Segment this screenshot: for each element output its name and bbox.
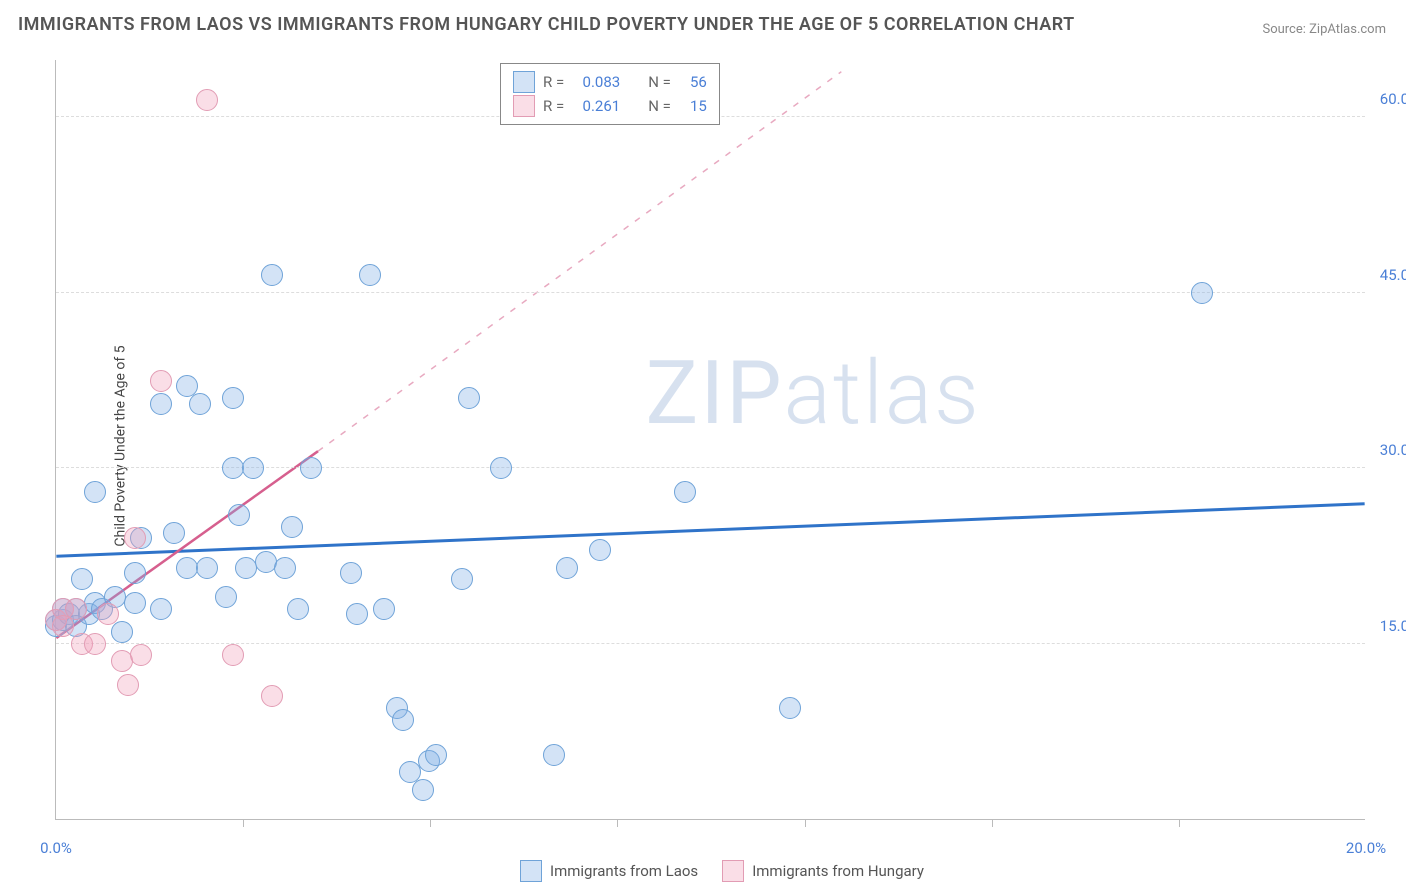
- data-point: [222, 644, 244, 666]
- data-point: [543, 744, 565, 766]
- data-point: [196, 557, 218, 579]
- data-point: [228, 504, 250, 526]
- data-point: [392, 709, 414, 731]
- trend-lines: [56, 60, 1365, 819]
- data-point: [124, 592, 146, 614]
- data-point: [674, 481, 696, 503]
- data-point: [150, 393, 172, 415]
- data-point: [65, 598, 87, 620]
- legend-swatch: [722, 860, 744, 882]
- legend-row: R = 0.083 N = 56: [513, 70, 707, 94]
- data-point: [300, 457, 322, 479]
- data-point: [458, 387, 480, 409]
- legend-r-value: 0.083: [572, 70, 620, 94]
- data-point: [189, 393, 211, 415]
- y-tick-label: 30.0%: [1380, 441, 1406, 459]
- data-point: [163, 522, 185, 544]
- gridline-h: [56, 643, 1365, 644]
- data-point: [281, 516, 303, 538]
- source-attribution: Source: ZipAtlas.com: [1262, 22, 1386, 37]
- legend-r-label: R =: [543, 70, 564, 94]
- y-tick-label: 60.0%: [1380, 90, 1406, 108]
- data-point: [490, 457, 512, 479]
- x-tick: [1179, 819, 1180, 827]
- data-point: [1191, 282, 1213, 304]
- data-point: [451, 568, 473, 590]
- data-point: [589, 539, 611, 561]
- scatter-plot-area: ZIPatlas 15.0%30.0%45.0%60.0%0.0%20.0%: [55, 60, 1365, 820]
- watermark: ZIPatlas: [646, 342, 981, 445]
- data-point: [242, 457, 264, 479]
- data-point: [373, 598, 395, 620]
- data-point: [287, 598, 309, 620]
- data-point: [71, 568, 93, 590]
- y-tick-label: 15.0%: [1380, 617, 1406, 635]
- data-point: [255, 551, 277, 573]
- data-point: [412, 779, 434, 801]
- legend-n-value: 15: [679, 94, 707, 118]
- legend-swatch: [513, 71, 535, 93]
- data-point: [111, 621, 133, 643]
- x-tick: [617, 819, 618, 827]
- legend-n-value: 56: [679, 70, 707, 94]
- data-point: [150, 598, 172, 620]
- x-tick-label: 0.0%: [40, 839, 72, 857]
- legend-series-item: Immigrants from Laos: [520, 860, 698, 882]
- data-point: [84, 481, 106, 503]
- legend-swatch: [520, 860, 542, 882]
- data-point: [130, 644, 152, 666]
- data-point: [261, 264, 283, 286]
- data-point: [235, 557, 257, 579]
- x-tick: [992, 819, 993, 827]
- correlation-legend: R = 0.083 N = 56 R = 0.261 N = 15: [500, 63, 720, 125]
- legend-series-label: Immigrants from Laos: [550, 862, 698, 880]
- series-legend: Immigrants from Laos Immigrants from Hung…: [520, 860, 924, 882]
- data-point: [117, 674, 139, 696]
- data-point: [84, 633, 106, 655]
- legend-n-label: N =: [648, 70, 671, 94]
- data-point: [346, 603, 368, 625]
- legend-r-value: 0.261: [572, 94, 620, 118]
- data-point: [215, 586, 237, 608]
- chart-title: IMMIGRANTS FROM LAOS VS IMMIGRANTS FROM …: [18, 14, 1075, 35]
- data-point: [425, 744, 447, 766]
- data-point: [222, 387, 244, 409]
- data-point: [97, 603, 119, 625]
- legend-series-item: Immigrants from Hungary: [722, 860, 924, 882]
- data-point: [124, 527, 146, 549]
- data-point: [556, 557, 578, 579]
- data-point: [359, 264, 381, 286]
- data-point: [779, 697, 801, 719]
- x-tick: [430, 819, 431, 827]
- legend-swatch: [513, 95, 535, 117]
- gridline-h: [56, 292, 1365, 293]
- legend-n-label: N =: [648, 94, 671, 118]
- data-point: [150, 370, 172, 392]
- data-point: [274, 557, 296, 579]
- data-point: [196, 89, 218, 111]
- legend-r-label: R =: [543, 94, 564, 118]
- data-point: [261, 685, 283, 707]
- legend-series-label: Immigrants from Hungary: [752, 862, 924, 880]
- x-tick: [243, 819, 244, 827]
- x-tick: [805, 819, 806, 827]
- y-tick-label: 45.0%: [1380, 266, 1406, 284]
- x-tick-label: 20.0%: [1346, 839, 1386, 857]
- data-point: [124, 562, 146, 584]
- data-point: [340, 562, 362, 584]
- legend-row: R = 0.261 N = 15: [513, 94, 707, 118]
